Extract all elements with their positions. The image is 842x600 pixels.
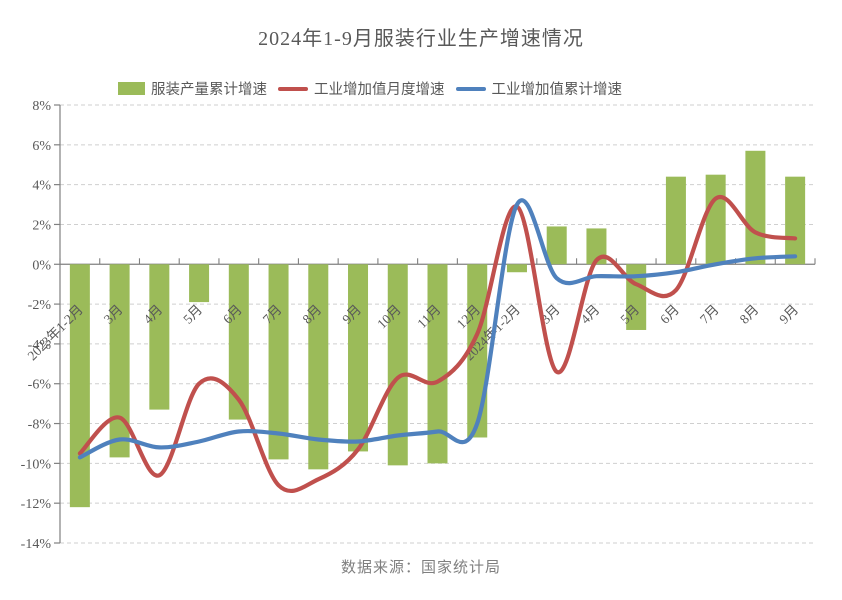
- production-bar-7月: [705, 174, 726, 265]
- production-bar-6月: [228, 264, 249, 420]
- production-bar-4月: [149, 264, 170, 410]
- production-bar-5月: [189, 264, 210, 303]
- legend-bar-swatch: [118, 82, 145, 95]
- y-tick-label: -12%: [21, 497, 52, 512]
- legend-red-line-swatch: [278, 86, 308, 91]
- production-bar-8月: [745, 150, 766, 265]
- source-note: 数据来源：国家统计局: [340, 560, 501, 576]
- y-tick-label: -10%: [21, 457, 52, 472]
- y-tick-label: 2%: [32, 218, 51, 233]
- production-bar-7月: [268, 264, 289, 460]
- y-tick-label: -4%: [28, 338, 52, 353]
- production-bar-2024年1-2月: [506, 264, 527, 273]
- x-axis-label: 8月: [737, 302, 762, 327]
- production-bar-9月: [348, 264, 369, 452]
- x-axis-label: 9月: [776, 302, 801, 327]
- production-bar-8月: [308, 264, 329, 470]
- y-tick-label: 0%: [32, 258, 51, 273]
- production-bar-11月: [427, 264, 448, 464]
- y-tick-label: -6%: [28, 378, 52, 393]
- production-bar-3月: [546, 226, 567, 265]
- chart-legend: 服装产量累计增速 工业增加值月度增速 工业增加值累计增速: [118, 78, 622, 99]
- x-axis-label: 6月: [657, 302, 682, 327]
- production-bar-9月: [785, 176, 806, 265]
- x-axis-label: 7月: [697, 302, 722, 327]
- chart-title: 2024年1-9月服装行业生产增速情况: [258, 28, 584, 50]
- legend-item-cumulative-line: 工业增加值累计增速: [455, 78, 623, 99]
- production-bar-3月: [109, 264, 130, 458]
- production-bar-2023年1-2月: [69, 264, 90, 508]
- y-tick-label: 8%: [32, 99, 51, 114]
- y-tick-label: 4%: [32, 179, 51, 194]
- y-tick-label: 6%: [32, 139, 51, 154]
- legend-item-production-bars: 服装产量累计增速: [118, 78, 267, 99]
- production-bar-6月: [665, 176, 686, 265]
- y-tick-label: -8%: [28, 418, 52, 433]
- legend-label-cumulative: 工业增加值累计增速: [491, 82, 623, 98]
- legend-label-production: 服装产量累计增速: [151, 82, 267, 98]
- y-tick-label: -14%: [21, 537, 52, 552]
- production-bar-10月: [387, 264, 408, 466]
- legend-item-monthly-line: 工业增加值月度增速: [278, 78, 445, 99]
- legend-label-monthly: 工业增加值月度增速: [314, 82, 445, 98]
- x-axis-label: 5月: [180, 302, 205, 327]
- legend-blue-line-swatch: [455, 86, 486, 91]
- monthly-growth-line: [77, 194, 798, 493]
- cumulative-growth-line: [77, 198, 798, 460]
- y-tick-label: -2%: [28, 298, 52, 313]
